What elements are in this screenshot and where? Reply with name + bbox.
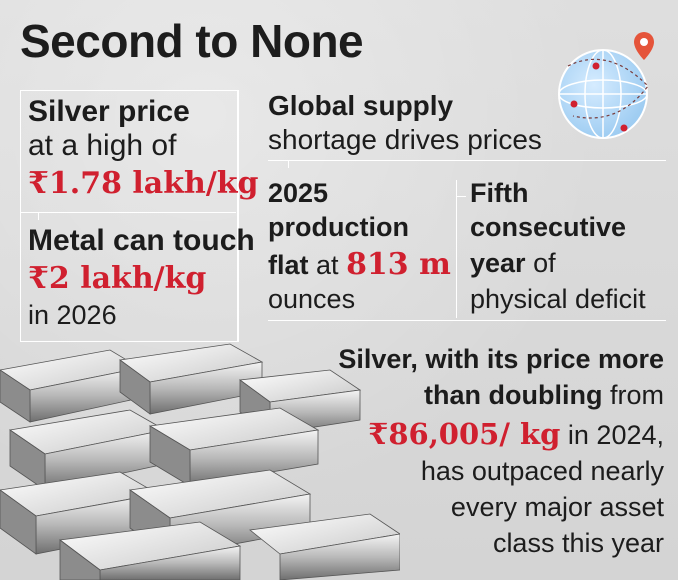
callout-tick [288,160,299,168]
price-line-1: Silver price [28,95,190,128]
summary-line-1: Silver, with its price more [338,344,664,374]
callout-tick [38,212,49,220]
callout-tick [456,196,466,197]
summary-year: in 2024, [567,420,664,450]
supply-line-2: shortage drives prices [268,124,542,155]
production-line-1: 2025 [268,178,329,208]
production-at: at [316,250,339,280]
deficit-of: of [533,248,556,278]
production-value: 813 m [346,247,451,282]
production-line-4: ounces [268,284,356,314]
production-divider [268,320,666,321]
touch-value: ₹2 lakh/kg [28,261,207,296]
deficit-line-4: physical deficit [470,284,646,314]
summary-doubling: than doubling [424,380,603,410]
deficit-year: year [470,248,526,278]
summary-line-2: than doubling from [424,380,664,410]
touch-line-1: Metal can touch [28,224,255,257]
summary-value: ₹86,005/ kg [368,417,561,451]
summary-line-5: every major asset [450,492,664,522]
supply-divider [268,160,666,161]
silver-bars-illustration [0,343,400,580]
production-flat: flat [268,250,309,280]
column-divider [456,180,457,318]
globe-icon [558,32,654,139]
price-divider [20,212,236,213]
production-line-3: flat at 813 m [268,248,451,282]
price-value: ₹1.78 lakh/kg [28,166,259,201]
price-line-2: at a high of [28,129,177,162]
summary-line-6: class this year [492,528,664,558]
production-line-2: production [268,212,409,242]
summary-line-4: has outpaced nearly [420,456,664,486]
summary-line-3: ₹86,005/ kg in 2024, [368,418,664,450]
touch-line-3: in 2026 [28,300,117,330]
supply-line-1: Global supply [268,90,454,121]
deficit-line-1: Fifth [470,178,529,208]
deficit-line-2: consecutive [470,212,627,242]
deficit-line-3: year of [470,248,556,278]
price-box [20,90,239,342]
summary-from: from [610,380,664,410]
headline: Second to None [20,15,364,67]
